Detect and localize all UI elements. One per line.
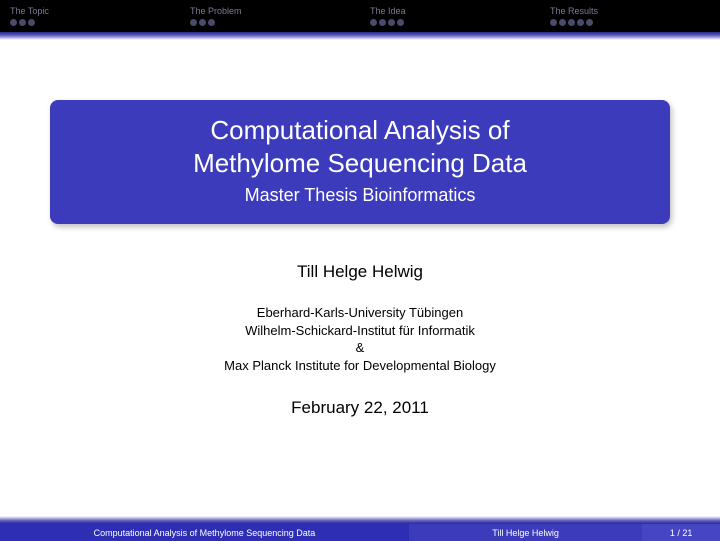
progress-dot[interactable] xyxy=(586,19,593,26)
footer: Computational Analysis of Methylome Sequ… xyxy=(0,516,720,541)
nav-section-label: The Results xyxy=(550,6,710,16)
title-box: Computational Analysis of Methylome Sequ… xyxy=(50,100,670,224)
presentation-date: February 22, 2011 xyxy=(291,398,429,418)
nav-section-1[interactable]: The Problem xyxy=(180,0,360,32)
nav-progress-dots xyxy=(10,19,170,26)
nav-section-3[interactable]: The Results xyxy=(540,0,720,32)
affil-line4: Max Planck Institute for Developmental B… xyxy=(224,357,496,375)
progress-dot[interactable] xyxy=(10,19,17,26)
progress-dot[interactable] xyxy=(550,19,557,26)
nav-section-0[interactable]: The Topic xyxy=(0,0,180,32)
title-subtitle: Master Thesis Bioinformatics xyxy=(70,185,650,206)
footer-author: Till Helge Helwig xyxy=(409,524,642,541)
affiliation: Eberhard-Karls-University Tübingen Wilhe… xyxy=(224,304,496,374)
progress-dot[interactable] xyxy=(379,19,386,26)
progress-dot[interactable] xyxy=(190,19,197,26)
progress-dot[interactable] xyxy=(199,19,206,26)
nav-gradient xyxy=(0,32,720,40)
progress-dot[interactable] xyxy=(28,19,35,26)
affil-line1: Eberhard-Karls-University Tübingen xyxy=(224,304,496,322)
footer-gradient xyxy=(0,516,720,524)
nav-progress-dots xyxy=(370,19,530,26)
footer-page: 1 / 21 xyxy=(642,524,720,541)
progress-dot[interactable] xyxy=(208,19,215,26)
progress-dot[interactable] xyxy=(577,19,584,26)
author-name: Till Helge Helwig xyxy=(297,262,423,282)
content-area: Computational Analysis of Methylome Sequ… xyxy=(0,40,720,418)
progress-dot[interactable] xyxy=(568,19,575,26)
affil-line2: Wilhelm-Schickard-Institut für Informati… xyxy=(224,322,496,340)
nav-section-label: The Idea xyxy=(370,6,530,16)
progress-dot[interactable] xyxy=(559,19,566,26)
nav-progress-dots xyxy=(190,19,350,26)
title-line1: Computational Analysis of xyxy=(70,114,650,147)
affil-line3: & xyxy=(224,339,496,357)
title-line2: Methylome Sequencing Data xyxy=(70,147,650,180)
footer-title: Computational Analysis of Methylome Sequ… xyxy=(0,524,409,541)
progress-dot[interactable] xyxy=(388,19,395,26)
progress-dot[interactable] xyxy=(19,19,26,26)
footer-bar: Computational Analysis of Methylome Sequ… xyxy=(0,524,720,541)
nav-section-2[interactable]: The Idea xyxy=(360,0,540,32)
nav-section-label: The Topic xyxy=(10,6,170,16)
progress-dot[interactable] xyxy=(370,19,377,26)
progress-dot[interactable] xyxy=(397,19,404,26)
nav-section-label: The Problem xyxy=(190,6,350,16)
top-nav: The Topic The Problem The Idea The Results xyxy=(0,0,720,32)
nav-progress-dots xyxy=(550,19,710,26)
